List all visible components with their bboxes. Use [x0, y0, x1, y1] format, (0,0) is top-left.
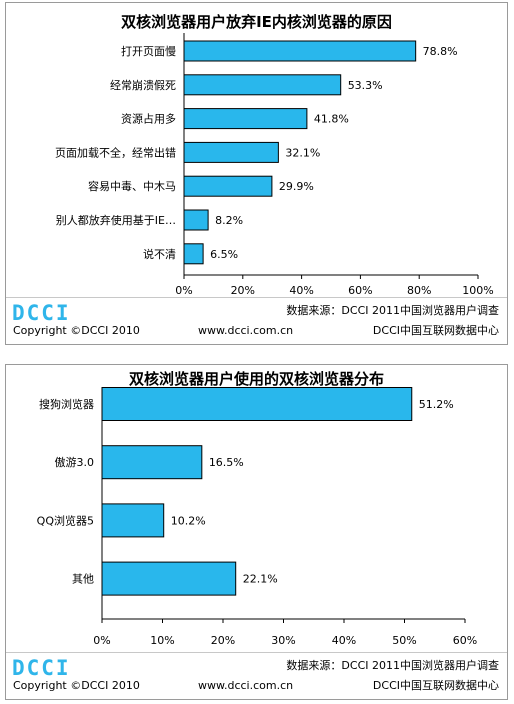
category-label: 其他 [72, 573, 94, 586]
bar [101, 387, 413, 421]
dcci-logo: DCCI [12, 656, 71, 680]
copyright-text: Copyright ©DCCI 2010 [13, 324, 140, 337]
x-tick-label: 60% [348, 284, 372, 297]
x-tick-label: 10% [150, 634, 174, 647]
x-tick-label: 0% [93, 634, 110, 647]
chart-panel-abandon-reasons: 双核浏览器用户放弃IE内核浏览器的原因 0% 20% 40% 60% 80% 100% 打开… [5, 2, 508, 345]
data-source-text: 数据来源：DCCI 2011中国浏览器用户调查 [286, 659, 499, 672]
chart-panel-browser-distribution: 双核浏览器用户使用的双核浏览器分布 0% 10% 20% 30% 40% 50% 60% 搜狗… [5, 364, 508, 700]
value-label: 78.8% [423, 45, 458, 58]
bar-chart-abandon-reasons: 0% 20% 40% 60% 80% 100% 打开页面慢 78.8% 经常崩溃假死 53.3% 资… [55, 33, 494, 297]
x-tick-label: 30% [271, 634, 295, 647]
category-label: QQ浏览器5 [37, 513, 94, 527]
category-label: 经常崩溃假死 [110, 78, 176, 92]
value-label: 6.5% [210, 248, 238, 261]
data-source-text: 数据来源：DCCI 2011中国浏览器用户调查 [286, 304, 499, 317]
organization-text: DCCI中国互联网数据中心 [372, 679, 499, 692]
category-label: 说不清 [143, 247, 176, 261]
x-tick-label: 80% [407, 284, 431, 297]
x-tick-label: 100% [462, 284, 493, 297]
value-label: 29.9% [279, 180, 314, 193]
chart-title: 双核浏览器用户放弃IE内核浏览器的原因 [121, 13, 392, 31]
value-label: 53.3% [348, 79, 383, 92]
category-label: 资源占用多 [121, 112, 176, 126]
value-label: 32.1% [285, 146, 320, 159]
x-tick-label: 40% [332, 634, 356, 647]
value-label: 22.1% [243, 573, 278, 586]
x-tick-label: 20% [211, 634, 235, 647]
copyright-text: Copyright ©DCCI 2010 [13, 679, 140, 692]
website-url[interactable]: www.dcci.com.cn [198, 679, 294, 692]
x-tick-label: 0% [175, 284, 192, 297]
footer-divider [6, 652, 507, 653]
bar [183, 209, 209, 231]
bar [183, 74, 342, 96]
x-tick-label: 40% [289, 284, 313, 297]
category-label: 页面加载不全，经常出错 [55, 145, 176, 159]
value-label: 51.2% [419, 398, 454, 411]
bar [183, 40, 417, 62]
bar [183, 175, 273, 197]
organization-text: DCCI中国互联网数据中心 [372, 324, 499, 337]
value-label: 16.5% [209, 456, 244, 469]
category-label: 傲游3.0 [55, 455, 95, 469]
value-label: 41.8% [314, 113, 349, 126]
bar [183, 141, 279, 163]
x-tick-label: 60% [453, 634, 477, 647]
website-url[interactable]: www.dcci.com.cn [198, 324, 294, 337]
category-label: 容易中毒、中木马 [88, 179, 176, 193]
bar [183, 108, 308, 130]
value-label: 8.2% [215, 214, 243, 227]
bar [101, 561, 237, 596]
footer-divider [6, 297, 507, 298]
x-tick-label: 50% [392, 634, 416, 647]
bar [101, 445, 203, 480]
dcci-logo: DCCI [12, 301, 71, 325]
category-label: 搜狗浏览器 [39, 397, 94, 411]
bar [183, 243, 204, 265]
chart-title: 双核浏览器用户使用的双核浏览器分布 [128, 370, 384, 388]
category-label: 别人都放弃使用基于IE… [56, 213, 176, 227]
value-label: 10.2% [171, 514, 206, 527]
category-label: 打开页面慢 [121, 44, 176, 58]
x-tick-label: 20% [231, 284, 255, 297]
bar [101, 503, 165, 538]
bar-chart-browser-distribution: 0% 10% 20% 30% 40% 50% 60% 搜狗浏览器 51.2% 傲游3.0 16.5%… [37, 387, 477, 647]
